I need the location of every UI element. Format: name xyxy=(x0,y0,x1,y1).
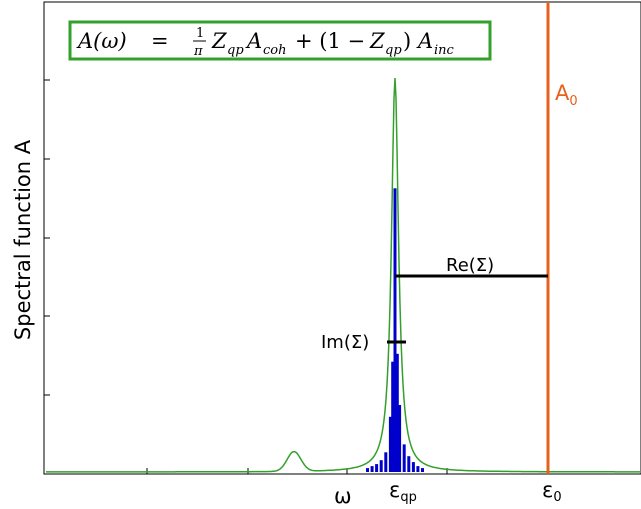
formula-plus: + (1 − xyxy=(295,29,365,53)
spectral-bars xyxy=(366,188,424,473)
spectral-bar xyxy=(375,464,379,472)
formula: A(ω) = 1 π Z qp A coh + (1 − Z qp ) A in… xyxy=(76,26,455,59)
spectral-bar xyxy=(398,405,402,472)
formula-lhs: A(ω) xyxy=(76,29,127,53)
im-sigma-label: Im(Σ) xyxy=(321,332,369,353)
formula-box xyxy=(68,20,492,61)
eps-qp-label: εqp xyxy=(389,478,417,505)
spectral-bar xyxy=(391,361,395,472)
formula-eq: = xyxy=(151,29,169,53)
spectral-bar xyxy=(411,462,415,472)
formula-close: ) xyxy=(403,29,411,53)
formula-z1: Z xyxy=(211,29,227,53)
spectral-bar xyxy=(407,456,411,472)
spectral-bar xyxy=(370,466,374,472)
re-sigma-label: Re(Σ) xyxy=(446,255,494,276)
spectral-bar xyxy=(384,452,388,472)
y-axis-label: Spectral function A xyxy=(11,139,35,340)
formula-z2: Z xyxy=(369,29,385,53)
spectral-bar xyxy=(393,188,397,473)
omega-label: ω xyxy=(334,484,352,508)
formula-z2-sub: qp xyxy=(385,43,402,58)
spectral-bar xyxy=(421,468,424,472)
formula-z1-sub: qp xyxy=(227,43,244,58)
x-ticks xyxy=(146,468,448,474)
spectral-curve xyxy=(46,77,640,473)
spectral-bar xyxy=(388,416,392,472)
formula-ainc: A xyxy=(416,29,433,53)
plot-frame xyxy=(43,1,641,475)
a0-label: A0 xyxy=(555,81,578,109)
eps0-label: ε0 xyxy=(542,478,562,505)
formula-acoh-sub: coh xyxy=(263,43,286,58)
spectral-bar xyxy=(402,444,406,472)
formula-acoh: A xyxy=(245,29,262,53)
spectral-bar xyxy=(366,468,369,472)
spectral-bar xyxy=(379,460,383,472)
formula-ainc-sub: inc xyxy=(434,43,455,58)
formula-frac-den: π xyxy=(193,44,203,59)
formula-frac-num: 1 xyxy=(196,26,204,41)
spectral-bar xyxy=(395,353,399,472)
y-ticks xyxy=(44,79,50,396)
spectral-bar xyxy=(416,466,420,472)
